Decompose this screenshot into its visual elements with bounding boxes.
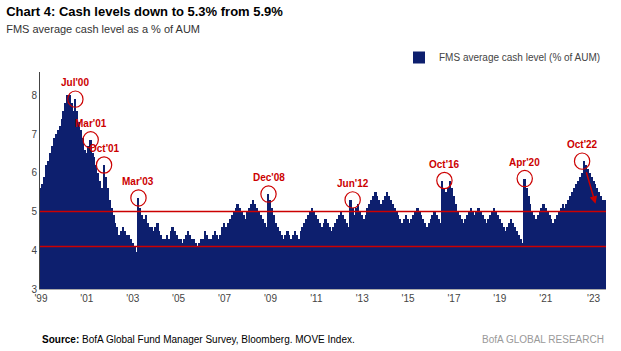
svg-text:Source: BofA Global Fund Manag: Source: BofA Global Fund Manager Survey,… (42, 334, 355, 345)
svg-text:4: 4 (31, 245, 37, 256)
svg-text:'99: '99 (34, 293, 47, 304)
svg-text:Mar'01: Mar'01 (75, 118, 107, 129)
svg-text:'09: '09 (264, 293, 277, 304)
svg-text:5: 5 (31, 206, 37, 217)
svg-text:Jul'00: Jul'00 (61, 77, 89, 88)
svg-text:Oct'16: Oct'16 (429, 159, 460, 170)
svg-text:'19: '19 (493, 293, 506, 304)
svg-text:Jun'12: Jun'12 (337, 178, 369, 189)
svg-text:Apr'20: Apr'20 (509, 157, 540, 168)
svg-text:7: 7 (31, 129, 37, 140)
svg-text:Oct'22: Oct'22 (567, 139, 598, 150)
svg-text:'01: '01 (80, 293, 93, 304)
svg-text:Mar'03: Mar'03 (122, 176, 154, 187)
svg-text:8: 8 (31, 90, 37, 101)
svg-text:'23: '23 (587, 293, 600, 304)
svg-text:'21: '21 (539, 293, 552, 304)
svg-text:'17: '17 (447, 293, 460, 304)
svg-text:FMS average cash level (% of A: FMS average cash level (% of AUM) (439, 52, 600, 63)
svg-text:'13: '13 (356, 293, 369, 304)
svg-text:Oct'01: Oct'01 (89, 143, 120, 154)
svg-text:3: 3 (31, 284, 37, 295)
svg-text:'07: '07 (218, 293, 231, 304)
svg-text:'05: '05 (172, 293, 185, 304)
svg-text:'03: '03 (126, 293, 139, 304)
svg-text:'11: '11 (310, 293, 323, 304)
svg-text:Chart 4: Cash levels down to 5: Chart 4: Cash levels down to 5.3% from 5… (6, 4, 283, 35)
svg-text:6: 6 (31, 167, 37, 178)
svg-text:'15: '15 (402, 293, 415, 304)
svg-text:BofA GLOBAL RESEARCH: BofA GLOBAL RESEARCH (482, 334, 604, 345)
svg-text:Dec'08: Dec'08 (253, 172, 285, 183)
